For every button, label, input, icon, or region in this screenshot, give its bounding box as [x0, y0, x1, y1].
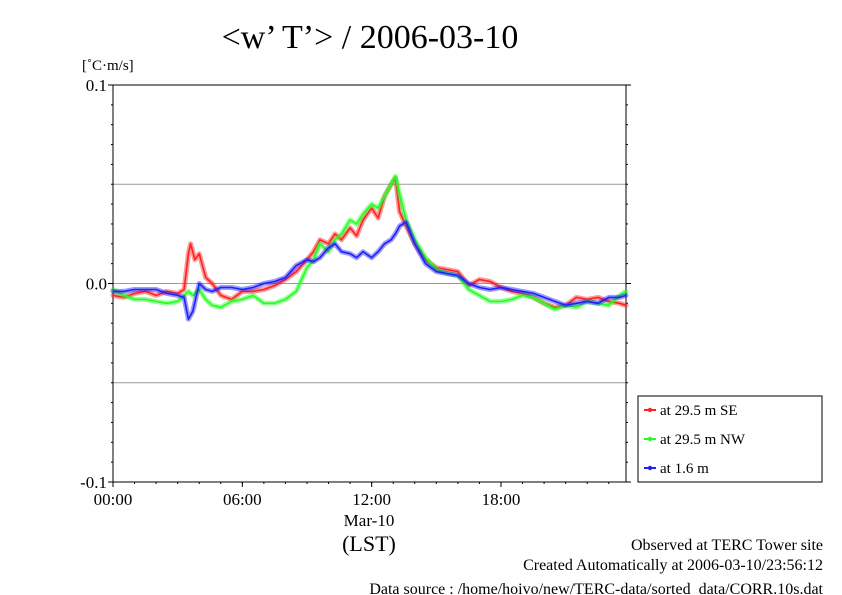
- legend-label-3: at 1.6 m: [660, 461, 709, 477]
- x-tick-label: 18:00: [482, 490, 521, 509]
- series-lines: [110, 173, 629, 322]
- series-line-3: [113, 221, 627, 321]
- x-axis: 00:00 06:00 12:00 18:00: [94, 482, 610, 509]
- legend-box: [637, 395, 823, 483]
- series-line-2: [112, 175, 627, 311]
- footer-data-source: Data source : /home/hoivo/new/TERC-data/…: [369, 581, 823, 595]
- series-band-1: [110, 175, 629, 310]
- legend-marker-3: [647, 465, 653, 471]
- legend-marker-2: [647, 436, 653, 442]
- footer-created-timestamp: Created Automatically at 2006-03-10/23:5…: [523, 557, 823, 574]
- legend-label-2: at 29.5 m NW: [660, 432, 746, 448]
- y-tick-label: 0.0: [86, 275, 107, 294]
- x-axis-date-label: Mar-10: [344, 511, 395, 530]
- x-axis-title: (LST): [342, 531, 396, 556]
- y-axis-unit-label: [˚C·m/s]: [82, 58, 134, 74]
- series-line-1: [112, 177, 627, 309]
- chart-title: <w’ T’> / 2006-03-10: [222, 19, 519, 56]
- legend-label-1: at 29.5 m SE: [660, 403, 738, 419]
- x-tick-label: 06:00: [223, 490, 262, 509]
- y-axis: 0.1 0.0 -0.1: [80, 76, 631, 492]
- y-tick-label: -0.1: [80, 473, 107, 492]
- legend: at 29.5 m SE at 29.5 m NW at 1.6 m: [637, 395, 823, 483]
- legend-marker-1: [647, 407, 653, 413]
- y-tick-label: 0.1: [86, 76, 107, 95]
- x-tick-label: 00:00: [94, 490, 133, 509]
- footer-observed-site: Observed at TERC Tower site: [631, 537, 823, 554]
- x-tick-label: 12:00: [352, 490, 391, 509]
